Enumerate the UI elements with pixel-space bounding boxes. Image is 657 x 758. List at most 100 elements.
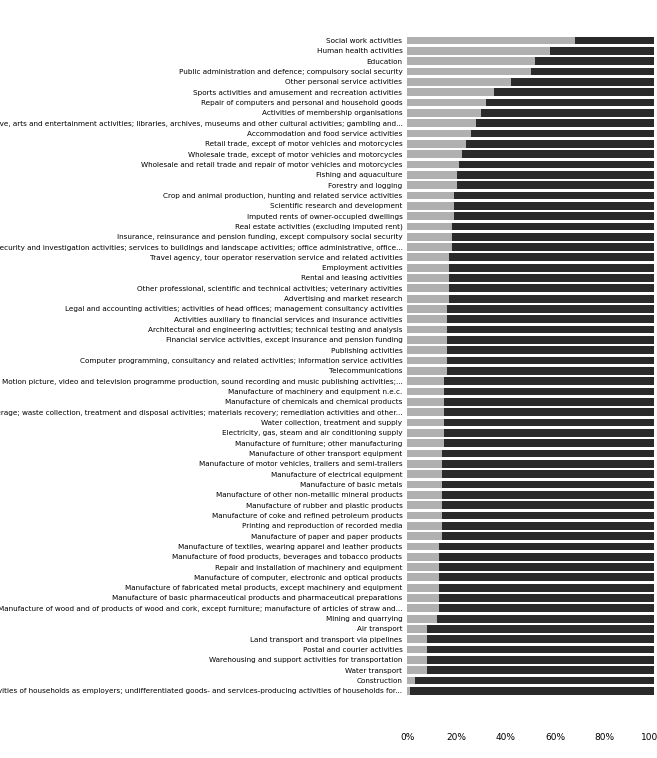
- Bar: [407, 512, 442, 519]
- Bar: [407, 460, 442, 468]
- Bar: [407, 377, 444, 385]
- Bar: [407, 501, 442, 509]
- Bar: [407, 656, 427, 664]
- Bar: [440, 604, 654, 612]
- Bar: [447, 346, 654, 354]
- Bar: [440, 574, 654, 581]
- Bar: [410, 687, 654, 695]
- Bar: [407, 687, 410, 695]
- Bar: [407, 604, 440, 612]
- Bar: [447, 357, 654, 365]
- Bar: [407, 625, 427, 633]
- Bar: [407, 233, 452, 240]
- Bar: [427, 635, 654, 643]
- Bar: [407, 594, 440, 602]
- Bar: [440, 553, 654, 561]
- Bar: [407, 346, 447, 354]
- Bar: [452, 223, 654, 230]
- Bar: [444, 387, 654, 396]
- Bar: [550, 47, 654, 55]
- Bar: [407, 522, 442, 530]
- Bar: [407, 223, 452, 230]
- Bar: [407, 161, 459, 168]
- Bar: [457, 171, 654, 179]
- Bar: [407, 387, 444, 396]
- Bar: [407, 615, 437, 622]
- Bar: [444, 409, 654, 416]
- Bar: [407, 212, 454, 220]
- Bar: [442, 470, 654, 478]
- Bar: [471, 130, 654, 137]
- Bar: [407, 543, 440, 550]
- Bar: [440, 594, 654, 602]
- Bar: [407, 491, 442, 499]
- Bar: [407, 326, 447, 334]
- Bar: [407, 119, 476, 127]
- Bar: [407, 449, 442, 457]
- Bar: [407, 429, 444, 437]
- Bar: [444, 398, 654, 406]
- Bar: [407, 646, 427, 653]
- Bar: [442, 501, 654, 509]
- Bar: [452, 243, 654, 251]
- Bar: [407, 635, 427, 643]
- Bar: [407, 336, 447, 344]
- Bar: [444, 418, 654, 427]
- Bar: [407, 532, 442, 540]
- Bar: [407, 140, 466, 148]
- Bar: [452, 233, 654, 240]
- Bar: [481, 109, 654, 117]
- Bar: [493, 89, 654, 96]
- Bar: [407, 99, 486, 106]
- Bar: [407, 584, 440, 591]
- Bar: [407, 574, 440, 581]
- Bar: [407, 78, 511, 86]
- Bar: [427, 656, 654, 664]
- Bar: [407, 440, 444, 447]
- Bar: [407, 563, 440, 571]
- Bar: [449, 253, 654, 262]
- Bar: [442, 481, 654, 488]
- Bar: [407, 553, 440, 561]
- Bar: [407, 481, 442, 488]
- Bar: [440, 584, 654, 591]
- Bar: [575, 36, 654, 45]
- Bar: [449, 295, 654, 302]
- Bar: [447, 315, 654, 323]
- Bar: [427, 666, 654, 674]
- Bar: [461, 150, 654, 158]
- Bar: [407, 274, 449, 282]
- Bar: [531, 67, 654, 75]
- Bar: [440, 563, 654, 571]
- Bar: [407, 418, 444, 427]
- Bar: [415, 677, 654, 684]
- Bar: [407, 253, 449, 262]
- Bar: [407, 315, 447, 323]
- Bar: [459, 161, 654, 168]
- Bar: [444, 377, 654, 385]
- Bar: [442, 532, 654, 540]
- Bar: [447, 367, 654, 374]
- Bar: [407, 305, 447, 313]
- Bar: [407, 202, 454, 210]
- Bar: [442, 460, 654, 468]
- Bar: [407, 36, 575, 45]
- Bar: [407, 109, 481, 117]
- Bar: [407, 181, 457, 189]
- Bar: [511, 78, 654, 86]
- Bar: [454, 192, 654, 199]
- Bar: [407, 357, 447, 365]
- Bar: [407, 677, 415, 684]
- Bar: [442, 449, 654, 457]
- Bar: [427, 625, 654, 633]
- Bar: [535, 58, 654, 65]
- Bar: [454, 202, 654, 210]
- Bar: [442, 491, 654, 499]
- Bar: [407, 666, 427, 674]
- Bar: [440, 543, 654, 550]
- Bar: [407, 284, 449, 292]
- Bar: [447, 326, 654, 334]
- Bar: [442, 512, 654, 519]
- Bar: [407, 67, 531, 75]
- Bar: [407, 470, 442, 478]
